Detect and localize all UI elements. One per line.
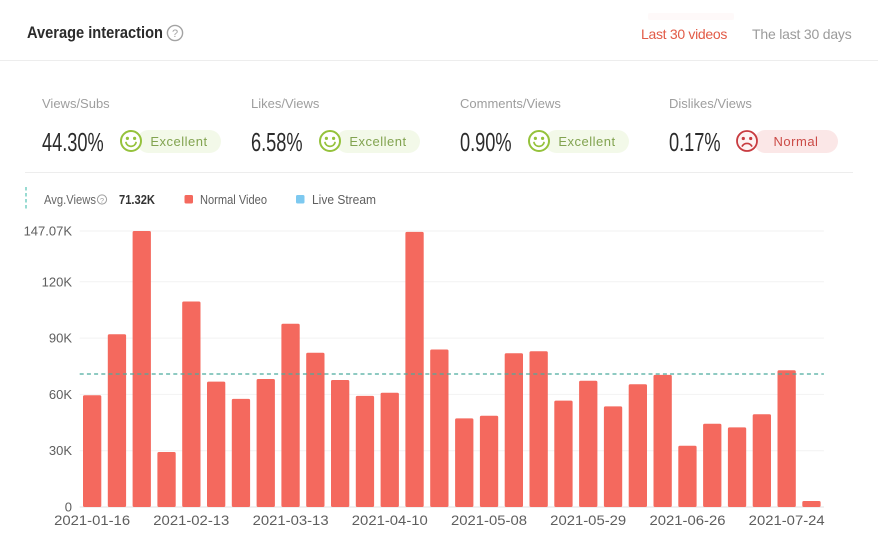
svg-text:71.32K: 71.32K (119, 192, 156, 207)
svg-text:30K: 30K (49, 443, 72, 458)
svg-text:?: ? (100, 196, 104, 205)
svg-text:2021-02-13: 2021-02-13 (153, 512, 229, 528)
svg-text:60K: 60K (49, 387, 72, 402)
svg-text:?: ? (172, 28, 178, 40)
svg-text:120K: 120K (42, 274, 73, 289)
svg-text:90K: 90K (49, 331, 72, 346)
svg-text:2021-05-08: 2021-05-08 (451, 512, 527, 528)
svg-text:Live Stream: Live Stream (312, 192, 376, 207)
svg-text:Normal Video: Normal Video (200, 192, 267, 207)
svg-text:147.07K: 147.07K (24, 224, 73, 239)
svg-text:0: 0 (65, 500, 72, 515)
svg-text:2021-05-29: 2021-05-29 (550, 512, 626, 528)
svg-text:2021-01-16: 2021-01-16 (54, 512, 130, 528)
svg-text:2021-04-10: 2021-04-10 (352, 512, 428, 528)
svg-text:2021-03-13: 2021-03-13 (253, 512, 329, 528)
svg-text:2021-06-26: 2021-06-26 (650, 512, 726, 528)
svg-text:2021-07-24: 2021-07-24 (749, 512, 825, 528)
svg-text:Avg.Views: Avg.Views (44, 192, 96, 207)
